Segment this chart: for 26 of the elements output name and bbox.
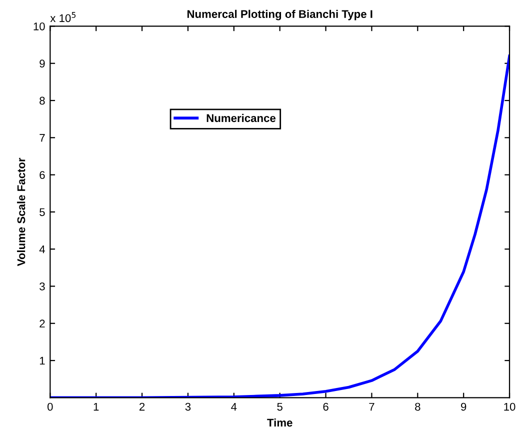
x-tick-label: 7 [369,402,374,411]
x-tick-label: 2 [140,402,145,411]
y-tick-label: 8 [40,96,45,105]
x-tick-label: 5 [277,402,282,411]
y-tick-label: 3 [40,282,45,290]
y-tick-label: 7 [40,134,45,142]
y-tick-label: 5 [40,208,45,216]
x-tick-label: 4 [231,402,237,411]
x-tick-label: 1 [94,402,99,411]
x-tick-label: 10 [504,402,516,411]
text: x 10$^{5}$ [50,12,76,22]
y-axis-title: Volume Scale Factor [17,158,26,266]
chart-title: Numercal Plotting of Bianchi Type I [187,10,372,20]
y-tick-label: 1 [40,356,45,365]
y-tick-label: 10 [34,22,45,30]
y-tick-label: 6 [40,171,45,179]
x-tick-label: 6 [323,402,328,411]
legend-label: Numericance [206,114,276,122]
y-tick-label: 2 [40,320,45,328]
x-tick-label: 9 [461,402,466,411]
x-tick-label: 8 [415,402,420,411]
x-tick-label: 3 [185,402,191,411]
x-axis-title: Time [267,418,292,427]
x-tick-label: 0 [48,402,53,411]
y-tick-label: 4 [39,245,45,254]
y-tick-label: 9 [40,60,45,68]
